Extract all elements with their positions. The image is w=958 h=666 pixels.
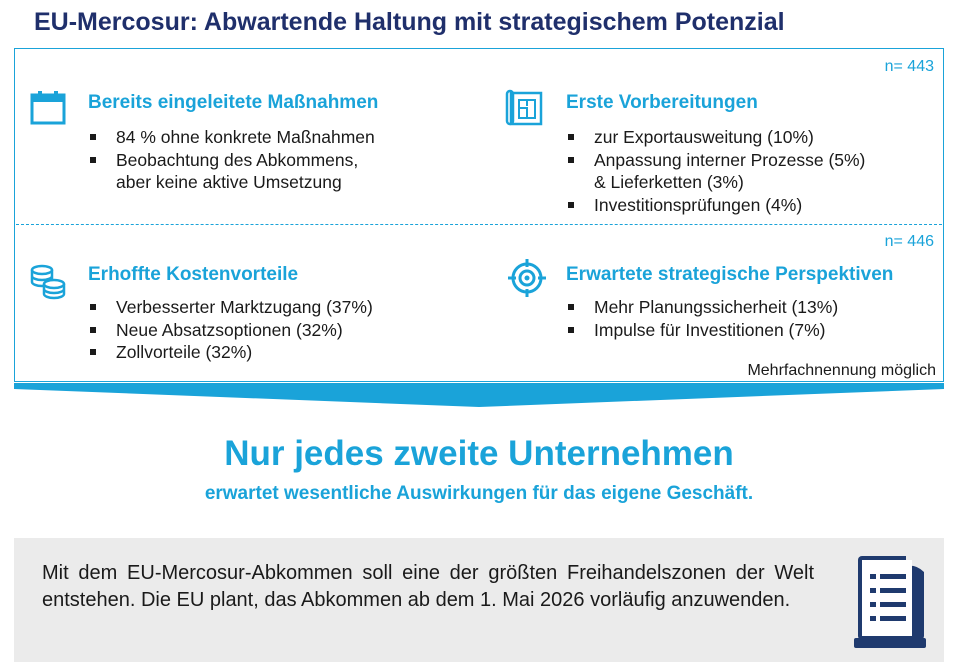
blueprint-icon [505, 89, 543, 126]
preparations-list: zur Exportausweitung (10%) Anpassung int… [566, 126, 865, 216]
subheadline: erwartet wesentliche Auswirkungen für da… [204, 483, 754, 504]
section-title-measures: Bereits eingeleitete Maßnahmen [88, 92, 379, 113]
list-item: 84 % ohne konkrete Maßnahmen [88, 126, 375, 149]
list-item: Anpassung interner Prozesse (5%) [566, 149, 865, 172]
section-title-cost-benefits: Erhoffte Kostenvorteile [88, 264, 299, 285]
list-item: Investitionsprüfungen (4%) [566, 194, 865, 217]
section-title-preparations: Erste Vorbereitungen [566, 92, 758, 113]
section-title-perspectives: Erwartete strategische Perspektiven [566, 264, 894, 285]
measures-list: 84 % ohne konkrete Maßnahmen Beobachtung… [88, 126, 375, 194]
sample-size-top: n= 443 [884, 58, 934, 75]
sample-size-bottom: n= 446 [884, 233, 934, 250]
survey-panel [14, 48, 944, 382]
panel-divider [16, 224, 942, 225]
list-item: aber keine aktive Umsetzung [116, 172, 342, 192]
info-box: Mit dem EU-Mercosur-Abkommen soll eine d… [14, 538, 944, 662]
list-item: zur Exportausweitung (10%) [566, 126, 865, 149]
info-text: Mit dem EU-Mercosur-Abkommen soll eine d… [42, 562, 814, 611]
list-item: Beobachtung des Abkommens, [88, 149, 375, 172]
document-icon [854, 556, 926, 648]
list-item: Zollvorteile (32%) [88, 341, 373, 364]
list-item: Impulse für Investitionen (7%) [566, 319, 838, 342]
page-title: EU-Mercosur: Abwartende Haltung mit stra… [34, 8, 785, 36]
target-icon [508, 259, 546, 297]
list-item: & Lieferketten (3%) [594, 172, 744, 192]
list-item: Verbesserter Marktzugang (37%) [88, 296, 373, 319]
multiple-answers-note: Mehrfachnennung möglich [747, 362, 936, 379]
calendar-icon [30, 91, 66, 125]
coins-icon [30, 264, 66, 300]
list-item: Neue Absatzsoptionen (32%) [88, 319, 373, 342]
headline: Nur jedes zweite Unternehmen [224, 434, 734, 473]
list-item: Mehr Planungssicherheit (13%) [566, 296, 838, 319]
perspectives-list: Mehr Planungssicherheit (13%) Impulse fü… [566, 296, 838, 341]
chevron-bar [14, 383, 944, 407]
cost-benefits-list: Verbesserter Marktzugang (37%) Neue Absa… [88, 296, 373, 364]
